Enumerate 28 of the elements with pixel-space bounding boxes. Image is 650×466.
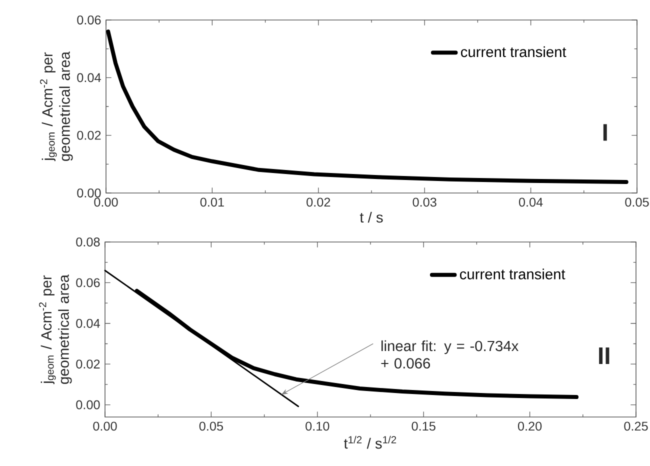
x-tick-label: 0.04 bbox=[518, 198, 543, 207]
legend-label: current transient bbox=[461, 46, 566, 58]
x-tick-label: 0.05 bbox=[625, 198, 649, 207]
y-tick-label: 0.02 bbox=[77, 130, 101, 140]
x-tick-label: 0.25 bbox=[624, 422, 648, 431]
annotation: II bbox=[599, 347, 610, 364]
x-tick-label: 0.02 bbox=[306, 198, 330, 207]
x-axis-title: t / s bbox=[360, 212, 383, 223]
y-tick-label: 0.04 bbox=[77, 73, 101, 82]
y-tick-label: 0.04 bbox=[76, 318, 100, 328]
annotation: linear fit: y = -0.734x + 0.066 bbox=[381, 340, 518, 369]
annotation: I bbox=[603, 124, 607, 141]
x-tick-label: 0.00 bbox=[94, 198, 118, 207]
x-tick-label: 0.01 bbox=[200, 198, 224, 207]
y-tick-label: 0.08 bbox=[76, 238, 100, 246]
legend-label: current transient bbox=[460, 268, 566, 280]
x-tick-label: 0.05 bbox=[199, 422, 224, 431]
x-tick-label: 0.00 bbox=[93, 422, 117, 431]
y-tick-label: 0.02 bbox=[76, 360, 100, 369]
x-tick-label: 0.10 bbox=[306, 422, 330, 431]
x-tick-label: 0.20 bbox=[518, 422, 542, 431]
x-axis-title: t$^{1/2}$ / s$^{1/2}$ bbox=[344, 436, 396, 449]
y-tick-label: 0.06 bbox=[77, 16, 101, 24]
x-tick-label: 0.03 bbox=[412, 198, 436, 207]
y-tick-label: 0.00 bbox=[76, 400, 100, 410]
x-tick-label: 0.15 bbox=[412, 422, 436, 431]
y-tick-label: 0.06 bbox=[76, 278, 100, 288]
y-tick-label: 0.00 bbox=[77, 188, 101, 198]
